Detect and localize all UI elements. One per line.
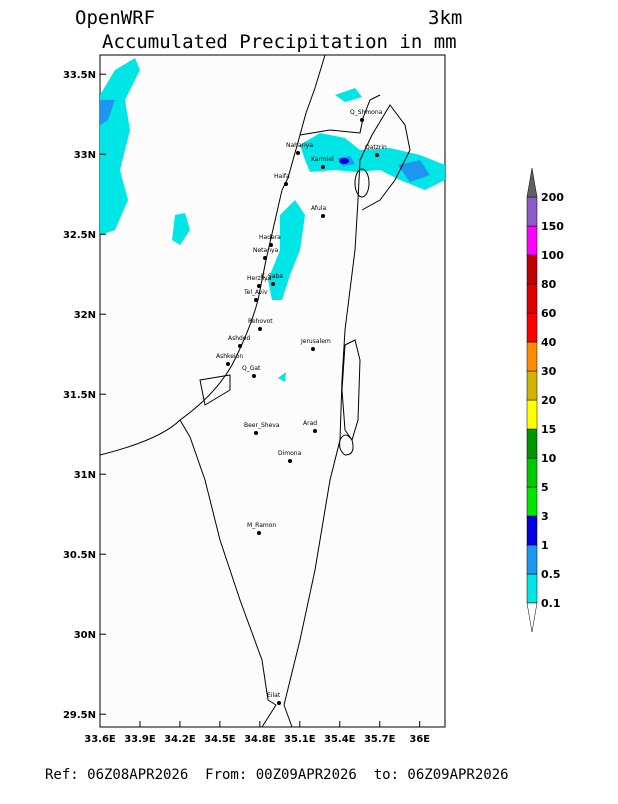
x-tick-label: 35.1E <box>284 734 316 745</box>
city-label: Herzliya <box>247 275 272 282</box>
city-dot <box>269 243 273 247</box>
x-tick-label: 33.9E <box>124 734 156 745</box>
city-label: Q_Shmona <box>350 109 383 116</box>
precipitation <box>100 58 445 382</box>
city-label: Rehovot <box>248 318 273 325</box>
colorbar-segment <box>526 341 538 372</box>
colorbar-label: 5 <box>541 481 549 494</box>
colorbar-label: 10 <box>541 452 557 465</box>
city-label: Ashdod <box>228 335 251 342</box>
city-label: Arad <box>303 420 317 427</box>
city-label: Hadera <box>259 234 281 241</box>
x-tick-label: 34.5E <box>204 734 236 745</box>
y-tick-label: 32.5N <box>63 230 96 241</box>
y-tick-label: 33.5N <box>63 70 96 81</box>
colorbar-label: 150 <box>541 220 564 233</box>
colorbar-label: 200 <box>541 191 564 204</box>
x-tick-label: 36E <box>409 734 430 745</box>
city-dot <box>360 118 364 122</box>
x-tick-label: 33.6E <box>84 734 116 745</box>
y-tick-label: 32N <box>74 310 96 321</box>
colorbar-label: 80 <box>541 278 557 291</box>
colorbar-segment <box>526 254 538 285</box>
colorbar-segment <box>526 544 538 575</box>
city-dot <box>277 701 281 705</box>
x-tick-label: 35.7E <box>364 734 396 745</box>
colorbar-segment <box>526 312 538 343</box>
city-dot <box>284 182 288 186</box>
colorbar-segment <box>526 486 538 517</box>
colorbar-label: 3 <box>541 510 549 523</box>
colorbar-segment <box>526 225 538 256</box>
colorbar-label: 30 <box>541 365 557 378</box>
city-dot <box>311 347 315 351</box>
city-dot <box>288 459 292 463</box>
colorbar-segment <box>526 399 538 430</box>
colorbar-segment <box>526 283 538 314</box>
city-label: Haifa <box>274 173 290 180</box>
colorbar-segment <box>526 196 538 227</box>
city-label: K_Saba <box>261 273 283 280</box>
city-dot <box>252 374 256 378</box>
city-dot <box>226 362 230 366</box>
city-label: Karmiel <box>311 156 334 163</box>
colorbar-label: 1 <box>541 539 549 552</box>
city-dot <box>321 165 325 169</box>
colorbar-top <box>526 167 538 198</box>
city-label: Netanya <box>253 247 279 254</box>
colorbar-segment <box>526 370 538 401</box>
city-dot <box>375 153 379 157</box>
colorbar-label: 100 <box>541 249 564 262</box>
city-dot <box>254 431 258 435</box>
colorbar-segment <box>526 515 538 546</box>
city-label: Ashkelon <box>216 353 243 360</box>
city-dot <box>238 344 242 348</box>
city-dot <box>263 256 267 260</box>
y-tick-label: 30N <box>74 630 96 641</box>
y-tick-label: 31N <box>74 470 96 481</box>
x-tick-label: 34.2E <box>164 734 196 745</box>
y-tick-label: 33N <box>74 150 96 161</box>
city-label: Dimona <box>278 450 302 457</box>
city-dot <box>257 531 261 535</box>
x-tick-label: 35.4E <box>324 734 356 745</box>
city-dot <box>254 298 258 302</box>
city-label: Q_Gat <box>242 365 261 372</box>
y-tick-label: 29.5N <box>63 710 96 721</box>
colorbar-bottom <box>526 602 538 633</box>
y-tick-label: 30.5N <box>63 550 96 561</box>
model: OpenWRF <box>75 7 155 29</box>
colorbar-segment <box>526 428 538 459</box>
city-label: M_Ramon <box>247 522 276 529</box>
city-label: Jerusalem <box>300 338 331 345</box>
colorbar-segment <box>526 457 538 488</box>
city-dot <box>313 429 317 433</box>
borders <box>99 54 411 728</box>
title: Accumulated Precipitation in mm <box>102 31 457 53</box>
colorbar-label: 0.1 <box>541 597 561 610</box>
colorbar-label: 40 <box>541 336 557 349</box>
city-dot <box>258 327 262 331</box>
city-label: Afula <box>311 205 326 212</box>
city-label: Eilat <box>267 692 281 699</box>
colorbar-label: 60 <box>541 307 557 320</box>
city-dot <box>271 282 275 286</box>
city-dot <box>257 284 261 288</box>
colorbar-label: 20 <box>541 394 557 407</box>
city-label: Qatzrin <box>365 144 387 151</box>
colorbar-label: 0.5 <box>541 568 561 581</box>
city-label: Tel_Aviv <box>243 289 268 296</box>
city-label: Nahariya <box>286 142 313 149</box>
colorbar-segment <box>526 573 538 604</box>
colorbar-label: 15 <box>541 423 556 436</box>
city-label: Beer_Sheva <box>244 422 280 429</box>
resolution: 3km <box>428 7 462 29</box>
footer: Ref: 06Z08APR2026 From: 00Z09APR2026 to:… <box>45 767 509 783</box>
x-tick-label: 34.8E <box>244 734 276 745</box>
city-dot <box>321 214 325 218</box>
y-tick-label: 31.5N <box>63 390 96 401</box>
city-dot <box>296 151 300 155</box>
